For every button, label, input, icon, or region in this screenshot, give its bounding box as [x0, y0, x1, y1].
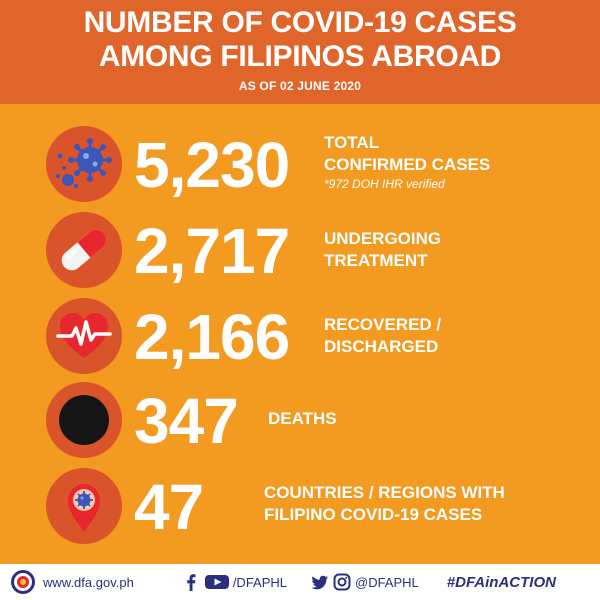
- website-link[interactable]: www.dfa.gov.ph: [43, 574, 134, 590]
- facebook-icon[interactable]: [182, 573, 200, 591]
- as-of-date: AS OF 02 JUNE 2020: [238, 79, 362, 93]
- countries-label-line1: COUNTRIES / REGIONS WITH: [264, 483, 505, 502]
- stat-row-countries: 47 COUNTRIES / REGIONS WITH FILIPINO COV…: [0, 468, 600, 548]
- header-banner: NUMBER OF COVID-19 CASES AMONG FILIPINOS…: [0, 0, 600, 104]
- stat-row-total-confirmed: 5,230 TOTAL CONFIRMED CASES *972 DOH IHR…: [0, 126, 600, 206]
- total-confirmed-label-line2: CONFIRMED CASES: [324, 155, 491, 174]
- countries-label-line2: FILIPINO COVID-19 CASES: [264, 505, 483, 524]
- stat-row-deaths: 347 DEATHS: [0, 382, 600, 462]
- undergoing-treatment-value: 2,717: [134, 215, 290, 287]
- stats-panel: 5,230 TOTAL CONFIRMED CASES *972 DOH IHR…: [0, 104, 600, 564]
- dfa-seal-icon: [10, 569, 36, 595]
- hashtag[interactable]: #DFAinACTION: [446, 573, 556, 591]
- twitter-instagram-handle[interactable]: @DFAPHL: [355, 574, 419, 590]
- instagram-icon[interactable]: [333, 573, 351, 591]
- footer-bar: www.dfa.gov.ph /DFAPHL @DFAPHL #DFAinACT…: [0, 564, 600, 600]
- recovered-label-line1: RECOVERED /: [324, 315, 442, 334]
- undergoing-treatment-label: UNDERGOING TREATMENT: [324, 228, 441, 272]
- virus-icon: [46, 126, 122, 202]
- stat-row-recovered: 2,166 RECOVERED / DISCHARGED: [0, 298, 600, 378]
- recovered-value: 2,166: [134, 301, 290, 373]
- twitter-icon[interactable]: [311, 573, 329, 591]
- stat-row-undergoing-treatment: 2,717 UNDERGOING TREATMENT: [0, 212, 600, 292]
- location-pin-virus-icon: [46, 468, 122, 544]
- total-confirmed-label: TOTAL CONFIRMED CASES *972 DOH IHR verif…: [324, 132, 490, 192]
- recovered-label: RECOVERED / DISCHARGED: [324, 314, 441, 358]
- undergoing-treatment-label-line2: TREATMENT: [324, 251, 428, 270]
- facebook-youtube-handle[interactable]: /DFAPHL: [232, 574, 287, 590]
- pill-icon: [46, 212, 122, 288]
- recovered-label-line2: DISCHARGED: [324, 337, 439, 356]
- heartbeat-icon: [46, 298, 122, 374]
- black-circle-icon: [46, 382, 122, 458]
- deaths-value: 347: [134, 385, 239, 457]
- total-confirmed-value: 5,230: [134, 129, 290, 201]
- countries-value: 47: [134, 471, 204, 543]
- title-line-2: AMONG FILIPINOS ABROAD: [98, 40, 502, 73]
- countries-label: COUNTRIES / REGIONS WITH FILIPINO COVID-…: [264, 482, 505, 526]
- doh-verified-note: *972 DOH IHR verified: [324, 177, 445, 191]
- youtube-icon[interactable]: [204, 573, 229, 591]
- deaths-label-line1: DEATHS: [268, 409, 337, 428]
- undergoing-treatment-label-line1: UNDERGOING: [324, 229, 442, 248]
- deaths-label: DEATHS: [268, 408, 337, 430]
- title-line-1: NUMBER OF COVID-19 CASES: [83, 6, 517, 39]
- total-confirmed-label-line1: TOTAL: [324, 133, 380, 152]
